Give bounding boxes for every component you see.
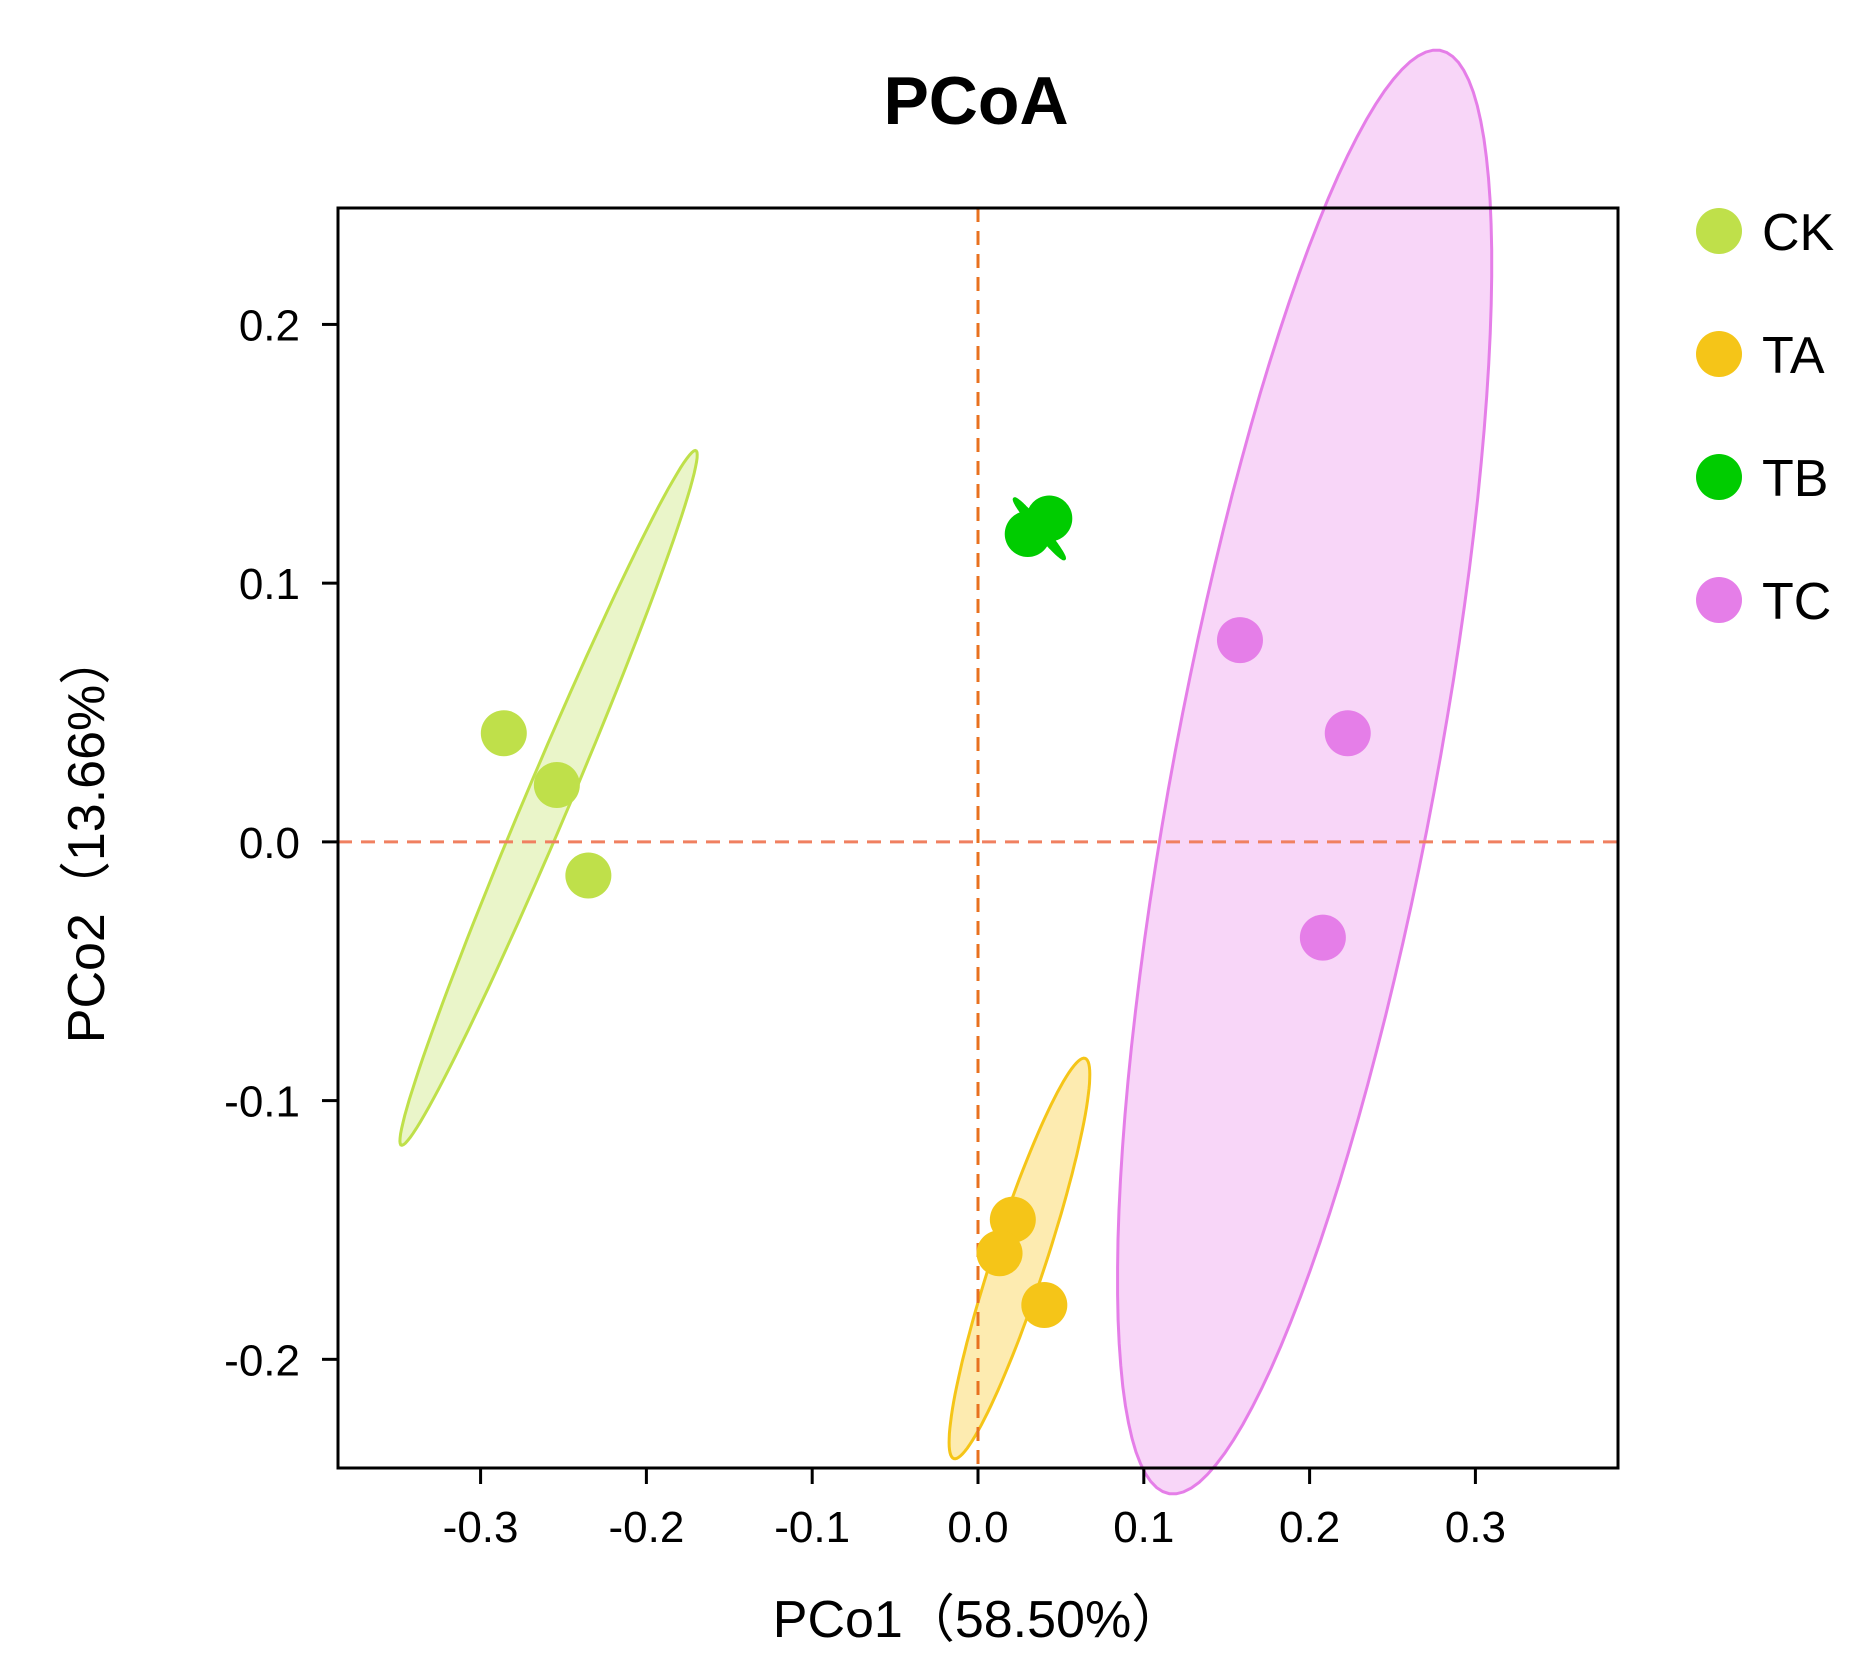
y-tick-label: -0.1 — [224, 1078, 300, 1127]
reference-lines — [338, 208, 1618, 1468]
point-ck-3 — [565, 852, 612, 899]
x-tick-label: 0.0 — [947, 1503, 1008, 1552]
point-tc-1 — [1216, 617, 1263, 664]
y-tick-label: 0.0 — [239, 819, 300, 868]
legend-label-tb: TB — [1762, 450, 1828, 508]
x-tick-label: 0.3 — [1445, 1503, 1506, 1552]
legend: CK TA TB TC — [1696, 204, 1835, 631]
point-tc-2 — [1324, 710, 1371, 757]
point-ck-1 — [480, 710, 527, 757]
point-tb-2 — [1026, 495, 1073, 542]
x-tick-label: -0.2 — [608, 1503, 684, 1552]
legend-label-ck: CK — [1762, 204, 1835, 262]
legend-label-ta: TA — [1762, 327, 1825, 385]
x-tick-label: -0.3 — [443, 1503, 519, 1552]
chart-title: PCoA — [883, 63, 1068, 139]
legend-marker-tb — [1696, 454, 1742, 500]
y-tick-label: 0.1 — [239, 560, 300, 609]
x-tick-label: 0.1 — [1113, 1503, 1174, 1552]
legend-marker-ck — [1696, 208, 1742, 254]
x-axis-label: PCo1（58.50%） — [773, 1591, 1183, 1649]
point-ta-3 — [1021, 1282, 1068, 1329]
legend-marker-tc — [1696, 577, 1742, 623]
x-tick-label: 0.2 — [1279, 1503, 1340, 1552]
point-ck-2 — [533, 761, 580, 808]
x-tick-label: -0.1 — [774, 1503, 850, 1552]
legend-label-tc: TC — [1762, 573, 1831, 631]
y-axis-label: PCo2（13.66%） — [58, 633, 116, 1043]
legend-marker-ta — [1696, 331, 1742, 377]
x-axis: -0.3 -0.2 -0.1 0.0 0.1 0.2 0.3 — [443, 1468, 1506, 1552]
y-axis: -0.2 -0.1 0.0 0.1 0.2 — [224, 301, 338, 1385]
points-layer — [480, 495, 1371, 1329]
ellipse-tc — [1116, 48, 1494, 1496]
y-tick-label: -0.2 — [224, 1336, 300, 1385]
point-ta-2 — [976, 1230, 1023, 1277]
point-tc-3 — [1299, 914, 1346, 961]
y-tick-label: 0.2 — [239, 301, 300, 350]
